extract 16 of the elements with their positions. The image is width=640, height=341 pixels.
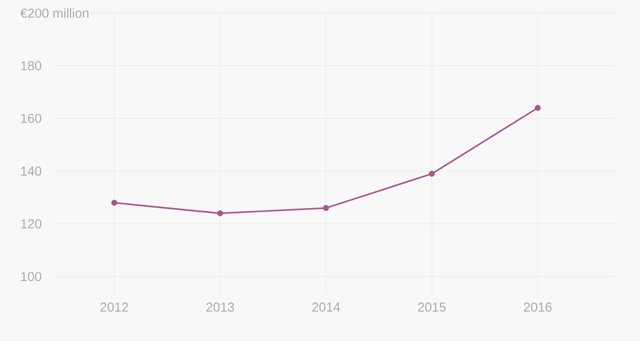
point — [217, 210, 224, 216]
x-tick-label: 2016 — [524, 302, 552, 312]
point — [428, 170, 435, 177]
point — [323, 205, 329, 212]
y-tick-label: 100 — [21, 272, 42, 282]
x-tick-label: 2015 — [418, 302, 446, 312]
x-tick-label: 2014 — [312, 302, 340, 312]
point — [534, 104, 541, 111]
y-tick-label: €200 million — [20, 8, 88, 18]
y-tick-label: 160 — [21, 114, 42, 123]
point — [111, 200, 118, 206]
y-tick-label: 120 — [21, 219, 42, 228]
y-tick-label: 180 — [21, 61, 42, 70]
x-tick-label: 2012 — [100, 302, 128, 312]
y-tick-label: 140 — [21, 166, 42, 176]
x-tick-label: 2013 — [206, 302, 234, 312]
